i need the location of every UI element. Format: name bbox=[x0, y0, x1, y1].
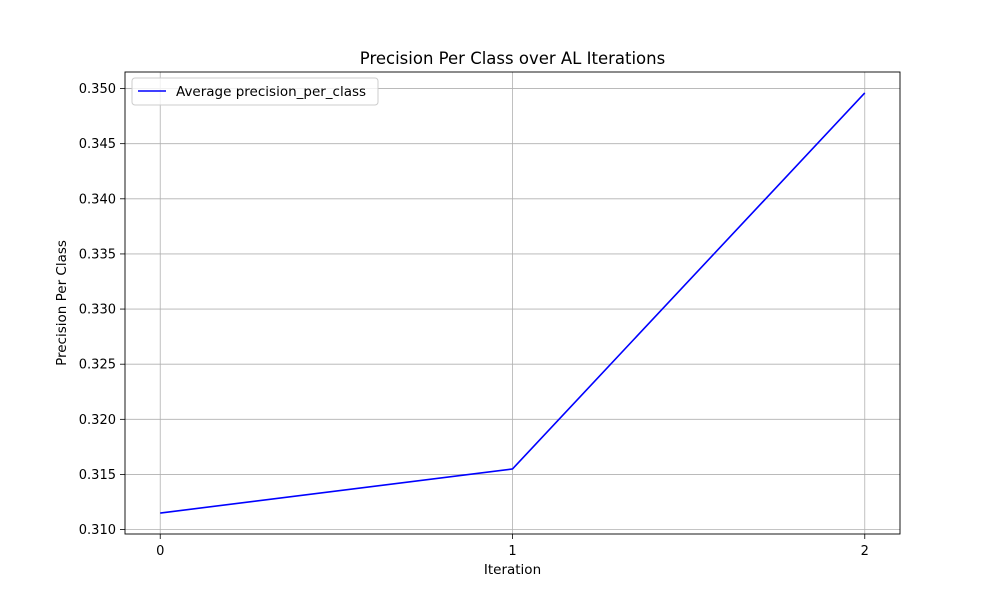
y-tick-label: 0.330 bbox=[79, 303, 116, 318]
x-tick-label: 0 bbox=[156, 544, 164, 559]
y-tick-label: 0.325 bbox=[79, 358, 116, 373]
x-tick-label: 2 bbox=[861, 544, 869, 559]
x-axis-ticks: 0 1 2 bbox=[156, 534, 869, 559]
y-axis-ticks: 0.310 0.315 0.320 0.325 0.330 0.335 0.340 0.345… bbox=[79, 82, 125, 538]
chart-title: Precision Per Class over AL Iterations bbox=[360, 49, 665, 68]
y-tick-label: 0.340 bbox=[79, 192, 116, 207]
grid-lines bbox=[125, 72, 900, 534]
x-axis-label: Iteration bbox=[484, 562, 541, 578]
legend: Average precision_per_class bbox=[131, 77, 379, 106]
y-tick-label: 0.320 bbox=[79, 413, 116, 428]
x-tick-label: 1 bbox=[508, 544, 516, 559]
y-tick-label: 0.315 bbox=[79, 468, 116, 483]
y-tick-label: 0.310 bbox=[79, 523, 116, 538]
y-tick-label: 0.345 bbox=[79, 137, 116, 152]
y-tick-label: 0.335 bbox=[79, 247, 116, 262]
legend-entry-label: Average precision_per_class bbox=[176, 84, 366, 100]
series-layer bbox=[160, 92, 866, 514]
legend-box bbox=[131, 77, 379, 106]
y-axis-label: Precision Per Class bbox=[54, 240, 70, 366]
y-tick-label: 0.350 bbox=[79, 82, 116, 97]
